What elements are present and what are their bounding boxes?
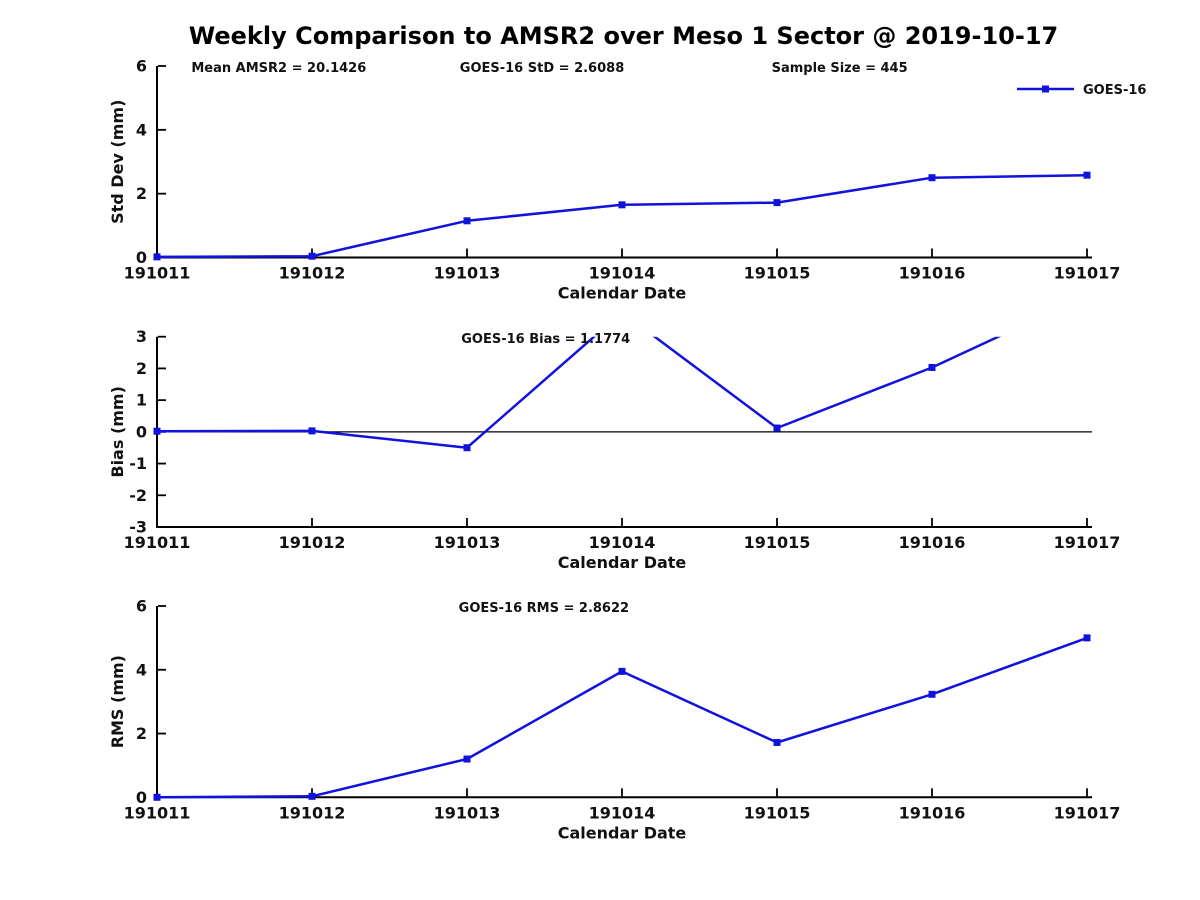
data-point-marker	[773, 199, 781, 207]
y-tick-label: 6	[136, 57, 147, 76]
x-tick-label: 191013	[434, 533, 501, 552]
x-axis-label: Calendar Date	[558, 553, 687, 572]
x-tick-label: 191016	[899, 533, 966, 552]
data-point-marker	[618, 667, 626, 675]
y-tick-label: 2	[136, 359, 147, 378]
chart-panel-bias: -3 -2 -1 0 1 2 3 191011 191012 191013 191014 191015…	[108, 292, 1121, 572]
x-tick-label: 191014	[589, 803, 656, 822]
annotation: GOES-16 Bias = 1.1774	[461, 332, 630, 347]
y-tick-label: -2	[129, 486, 147, 505]
series-line	[156, 636, 1088, 799]
x-tick-label: 191017	[1054, 803, 1121, 822]
y-tick-label: 4	[136, 660, 147, 679]
y-tick-label: 2	[136, 724, 147, 743]
data-point-marker	[153, 253, 161, 261]
x-tick-label: 191015	[744, 533, 811, 552]
x-axis-label: Calendar Date	[558, 284, 687, 303]
x-axis-label: Calendar Date	[558, 823, 687, 842]
x-tick-label: 191017	[1054, 264, 1121, 283]
x-tick-label: 191015	[744, 803, 811, 822]
legend: GOES-16	[1017, 83, 1146, 98]
series-goes-16	[153, 171, 1091, 261]
data-point-marker	[773, 738, 781, 746]
x-tick-label: 191016	[899, 264, 966, 283]
x-tick-label: 191013	[434, 803, 501, 822]
y-tick-label: -3	[129, 518, 147, 537]
annotation: GOES-16 RMS = 2.8622	[459, 601, 629, 616]
data-point-marker	[308, 792, 316, 800]
y-tick-label: 6	[136, 597, 147, 616]
data-point-marker	[1083, 171, 1091, 179]
y-tick-label: 0	[136, 248, 147, 267]
x-tick-label: 191012	[279, 264, 346, 283]
annotation: GOES-16 StD = 2.6088	[460, 61, 624, 76]
x-tick-label: 191017	[1054, 533, 1121, 552]
annotation: Mean AMSR2 = 20.1426	[191, 61, 366, 76]
legend-label: GOES-16	[1083, 83, 1146, 98]
series-line	[156, 173, 1088, 259]
x-tick-label: 191011	[124, 803, 191, 822]
annotation: Sample Size = 445	[772, 61, 908, 76]
data-point-marker	[308, 252, 316, 260]
data-point-marker	[928, 174, 936, 182]
data-point-marker	[153, 427, 161, 435]
y-axis-label: RMS (mm)	[108, 655, 127, 748]
data-point-marker	[463, 217, 471, 225]
legend-marker	[1042, 85, 1049, 93]
y-tick-label: 3	[136, 327, 147, 346]
x-tick-label: 191011	[124, 533, 191, 552]
data-point-marker	[618, 201, 626, 209]
y-axis-label: Std Dev (mm)	[108, 100, 127, 224]
x-tick-label: 191013	[434, 264, 501, 283]
data-point-marker	[1084, 292, 1091, 299]
series-goes-16	[153, 634, 1091, 801]
data-point-marker	[463, 755, 471, 763]
y-tick-label: -1	[129, 454, 147, 473]
data-point-marker	[153, 793, 161, 801]
data-point-marker	[463, 444, 471, 452]
x-tick-label: 191011	[124, 264, 191, 283]
x-tick-label: 191016	[899, 803, 966, 822]
x-tick-label: 191014	[589, 533, 656, 552]
data-point-marker	[619, 309, 626, 316]
data-point-marker	[308, 427, 316, 435]
data-point-marker	[928, 690, 936, 698]
chart-panel-std-dev: 0 2 4 6 191011 191012 191013 191014 191015 191016…	[108, 57, 1146, 303]
x-tick-label: 191015	[744, 264, 811, 283]
data-point-marker	[773, 424, 781, 432]
data-point-marker	[928, 363, 936, 371]
y-tick-label: 0	[136, 422, 147, 441]
figure-title: Weekly Comparison to AMSR2 over Meso 1 S…	[188, 22, 1059, 50]
x-tick-label: 191012	[279, 803, 346, 822]
series-goes-16	[153, 292, 1091, 452]
x-tick-label: 191014	[589, 264, 656, 283]
data-point-marker	[1083, 634, 1091, 642]
series-line	[156, 336, 1002, 449]
y-tick-label: 2	[136, 184, 147, 203]
y-tick-label: 1	[136, 391, 147, 410]
y-axis-label: Bias (mm)	[108, 386, 127, 478]
y-tick-label: 0	[136, 788, 147, 807]
chart-panel-rms: 0 2 4 6 191011 191012 191013 191014 191015 191016…	[108, 597, 1120, 843]
x-tick-label: 191012	[279, 533, 346, 552]
y-tick-label: 4	[136, 120, 147, 139]
